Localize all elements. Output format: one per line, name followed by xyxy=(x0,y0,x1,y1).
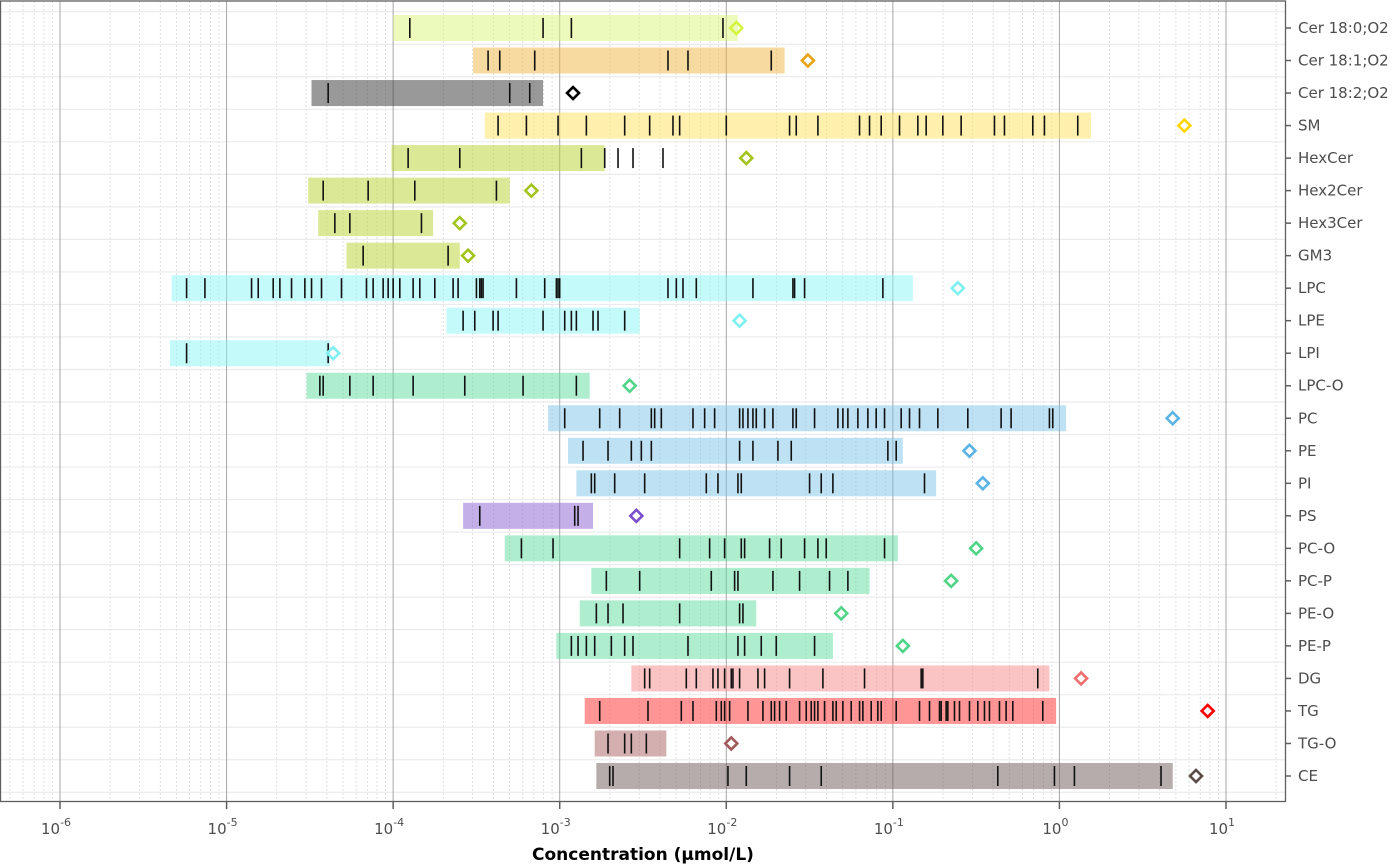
range-bar xyxy=(318,210,434,237)
y-tick-label: PI xyxy=(1298,474,1311,492)
x-tick-label: 10-3 xyxy=(541,816,571,838)
range-bar xyxy=(584,697,1057,724)
y-tick-label: Cer 18:0;O2 xyxy=(1298,19,1389,37)
class-total-diamond xyxy=(451,215,468,231)
class-total-diamond xyxy=(1164,410,1181,427)
y-tick-label: Hex2Cer xyxy=(1298,182,1363,200)
range-bar xyxy=(463,502,594,529)
y-tick-label: PE-P xyxy=(1298,637,1331,655)
y-tick-label: PC-O xyxy=(1298,539,1335,557)
range-bar xyxy=(596,763,1173,789)
class-total-diamond xyxy=(895,638,911,654)
range-bar xyxy=(568,437,903,464)
class-total-diamond xyxy=(833,605,850,622)
y-tick-label: PE-O xyxy=(1298,604,1334,622)
y-tick-label: Cer 18:2;O2 xyxy=(1298,84,1389,102)
range-bar xyxy=(311,80,544,107)
range-bar xyxy=(473,47,785,74)
class-total-diamond xyxy=(961,442,978,459)
y-tick-label: LPE xyxy=(1298,312,1325,330)
range-bar xyxy=(576,470,937,497)
class-total-diamond xyxy=(974,475,991,492)
x-tick-label: 10-1 xyxy=(874,816,904,838)
range-bar xyxy=(579,600,757,627)
range-bar xyxy=(171,275,913,302)
class-total-diamond xyxy=(460,247,476,264)
x-tick-label: 10-4 xyxy=(374,816,404,838)
y-tick-label: LPC xyxy=(1298,279,1326,297)
x-tick-label: 10-6 xyxy=(41,816,71,838)
class-total-diamond xyxy=(523,182,540,199)
range-bar xyxy=(504,535,898,562)
x-axis-title: Concentration (µmol/L) xyxy=(532,845,754,865)
range-bar xyxy=(391,145,605,172)
class-total-diamond xyxy=(723,735,740,752)
class-total-diamond xyxy=(628,507,645,524)
y-tick-label: CE xyxy=(1298,767,1318,785)
range-bar xyxy=(393,15,738,41)
species-ticks-layer xyxy=(185,18,1162,786)
class-total-diamond xyxy=(1176,117,1193,134)
class-total-diamond xyxy=(949,280,966,297)
y-tick-label: LPI xyxy=(1298,344,1320,362)
range-bar xyxy=(346,242,460,269)
class-total-diamond xyxy=(731,312,748,329)
y-tick-label: LPC-O xyxy=(1298,377,1344,395)
y-tick-label: PC-P xyxy=(1298,572,1332,590)
plot-border xyxy=(0,0,1287,803)
y-tick-label: PC xyxy=(1298,409,1318,427)
class-total-diamond xyxy=(738,150,755,166)
y-tick-label: PS xyxy=(1298,507,1317,525)
y-tick-label: Cer 18:1;O2 xyxy=(1298,52,1389,70)
x-axis: 10-6 10-5 10-4 10-3 10-2 10-1 100 101 xyxy=(41,801,1235,838)
range-bar xyxy=(631,665,1050,692)
y-tick-label: TG-O xyxy=(1297,734,1336,752)
class-total-diamond xyxy=(1199,703,1216,719)
range-bar xyxy=(169,340,330,367)
class-total-diamond xyxy=(1188,768,1204,784)
range-bar xyxy=(306,372,590,399)
y-tick-label: TG xyxy=(1297,702,1319,720)
class-total-diamond xyxy=(728,20,745,36)
y-tick-label: Hex3Cer xyxy=(1298,214,1363,232)
y-tick-label: SM xyxy=(1298,117,1320,135)
class-total-diamond xyxy=(325,345,342,362)
y-axis: Cer 18:0;O2 Cer 18:1;O2 Cer 18:2;O2 SM HexCe… xyxy=(1286,19,1389,785)
x-tick-label: 101 xyxy=(1209,816,1235,838)
class-total-diamond xyxy=(1073,670,1089,687)
y-tick-label: PE xyxy=(1298,442,1317,460)
x-tick-label: 100 xyxy=(1042,816,1068,838)
range-bar xyxy=(548,405,1067,432)
class-total-diamond xyxy=(621,377,638,394)
y-tick-label: HexCer xyxy=(1298,149,1354,167)
y-tick-label: GM3 xyxy=(1298,247,1332,265)
range-bar xyxy=(594,730,667,757)
range-bar xyxy=(591,567,870,594)
range-bar xyxy=(556,632,833,659)
x-tick-label: 10-5 xyxy=(208,816,238,838)
class-total-markers-layer xyxy=(325,20,1216,784)
range-bar xyxy=(484,112,1092,139)
class-total-diamond xyxy=(800,52,816,69)
class-total-diamond xyxy=(565,85,581,101)
x-tick-label: 10-2 xyxy=(707,816,737,838)
range-bar xyxy=(308,177,510,204)
class-total-diamond xyxy=(968,540,984,557)
class-total-diamond xyxy=(943,573,959,589)
y-tick-label: DG xyxy=(1298,669,1321,687)
